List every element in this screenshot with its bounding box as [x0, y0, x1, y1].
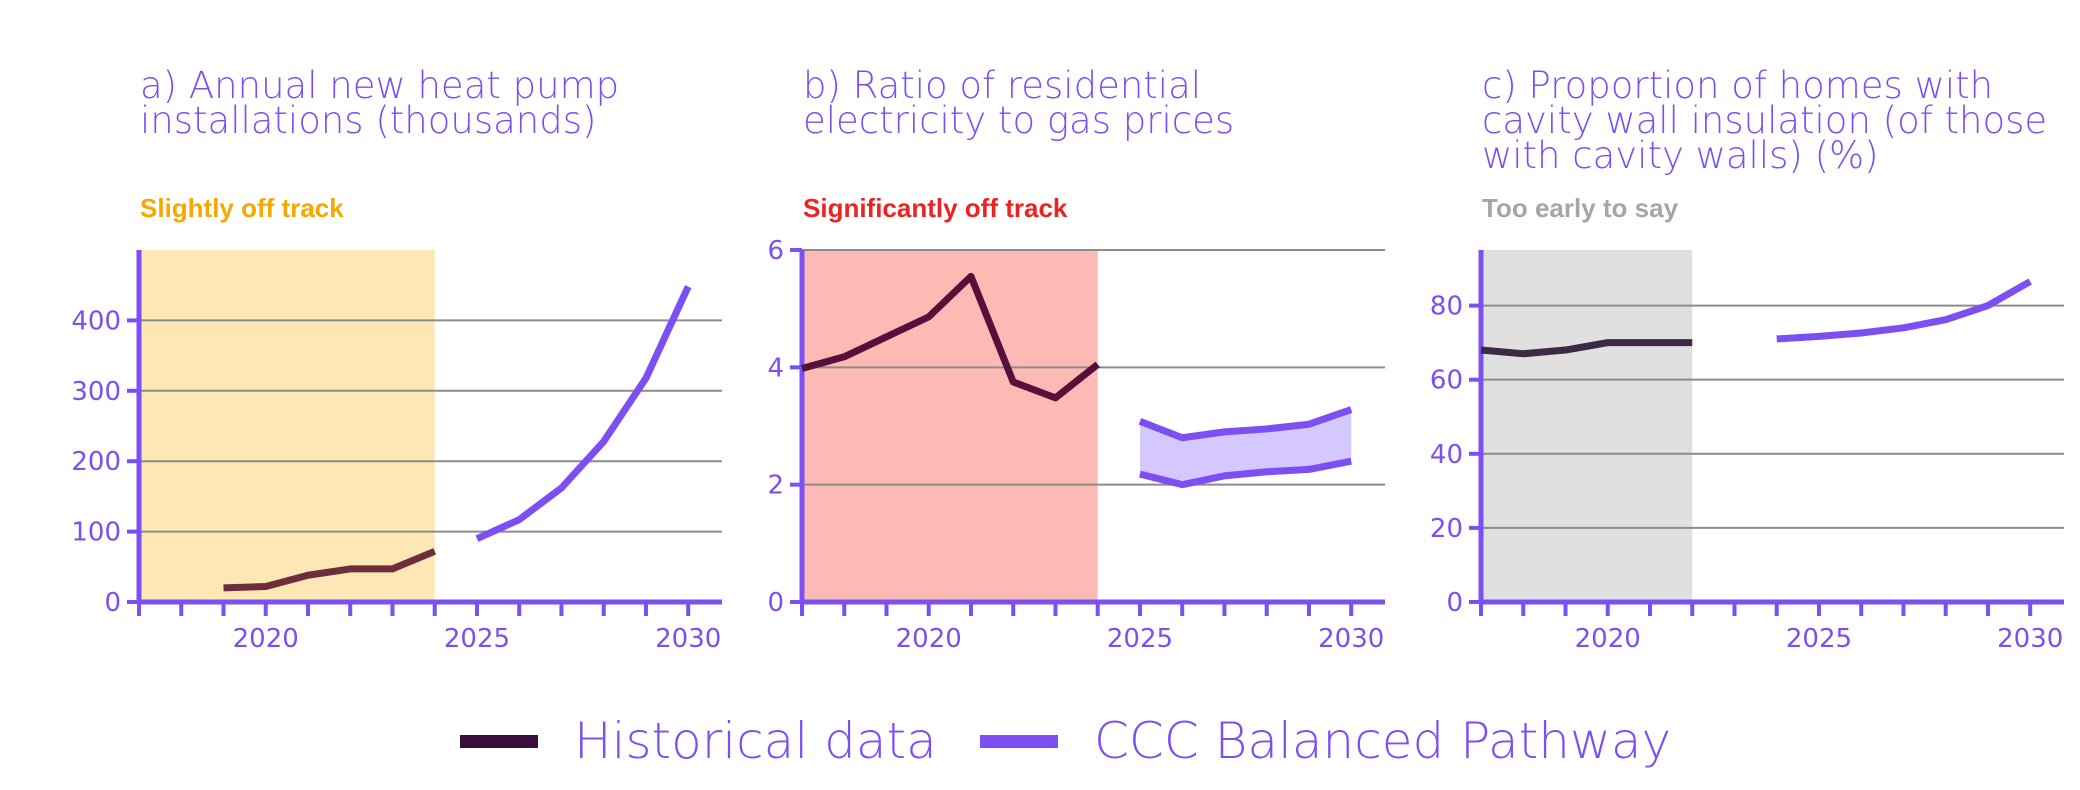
panel-c-status: Too early to say	[1482, 193, 1679, 223]
panel-c-y-tick-label: 0	[1446, 588, 1463, 618]
panel-c-x-tick-label: 2030	[1997, 624, 2063, 654]
panel-a-y-tick-label: 0	[104, 588, 121, 618]
legend-historical-swatch	[460, 734, 538, 748]
panel-c-y-tick-label: 80	[1430, 292, 1463, 322]
panel-b-historical-line	[801, 272, 1100, 402]
legend-pathway-swatch	[980, 734, 1058, 748]
panel-a-historical-line	[223, 548, 437, 592]
panel-a-title: a) Annual new heat pump installations (t…	[140, 64, 620, 142]
panel-b-y-tick-label: 0	[767, 588, 784, 618]
panel-b-title: b) Ratio of residential electricity to g…	[803, 64, 1235, 142]
legend: Historical data	[460, 712, 937, 770]
panel-b-y-tick-label: 6	[767, 236, 784, 266]
panel-a-y-tick-label: 200	[71, 447, 121, 477]
panel-b-plot: 0 2 4 6 2020 2025 2030	[767, 236, 1385, 654]
panel-b-x-tick-label: 2030	[1318, 624, 1384, 654]
panel-b-x-tick-label: 2025	[1107, 624, 1173, 654]
panel-a-plot: 0 100 200 300 400 2020 2025 2030	[71, 250, 722, 654]
panel-b-pathway-lower-line	[1139, 457, 1352, 489]
legend-pathway: CCC Balanced Pathway	[980, 712, 1671, 770]
panel-b-y-tick-label: 4	[767, 353, 784, 383]
panel-c-pathway-line	[1776, 278, 2032, 343]
panel-a-x-tick-label: 2030	[655, 624, 721, 654]
panel-b-y-tick-label: 2	[767, 471, 784, 501]
panel-c-plot: 0 20 40 60 80 2020 2025 2030	[1430, 250, 2064, 654]
legend-historical-label: Historical data	[574, 712, 937, 770]
panel-a-pathway-line	[475, 285, 692, 542]
panel-c-y-tick-label: 40	[1430, 440, 1463, 470]
panel-a-x-tick-label: 2025	[444, 624, 510, 654]
panel-c-x-tick-label: 2020	[1575, 624, 1641, 654]
panel-b-status: Significantly off track	[803, 193, 1068, 223]
panel-b-shaded-region	[802, 250, 1098, 602]
panel-b-pathway-upper-line	[1138, 406, 1353, 442]
panel-c-y-tick-label: 20	[1430, 514, 1463, 544]
panel-a-y-tick-label: 100	[71, 518, 121, 548]
panel-a-y-tick-label: 300	[71, 377, 121, 407]
panel-c-y-tick-label: 60	[1430, 366, 1463, 396]
panel-c-x-tick-label: 2025	[1786, 624, 1852, 654]
panel-b-x-tick-label: 2020	[896, 624, 962, 654]
panel-c-shaded-region	[1481, 250, 1693, 602]
legend-pathway-label: CCC Balanced Pathway	[1094, 712, 1672, 770]
panel-a-y-tick-label: 400	[71, 306, 121, 336]
panel-a-shaded-region	[139, 250, 435, 602]
panel-c-historical-line	[1480, 339, 1693, 358]
panel-a-status: Slightly off track	[140, 193, 344, 223]
panel-a-x-tick-label: 2020	[233, 624, 299, 654]
panel-c-title: c) Proportion of homes with cavity wall …	[1482, 64, 2048, 177]
